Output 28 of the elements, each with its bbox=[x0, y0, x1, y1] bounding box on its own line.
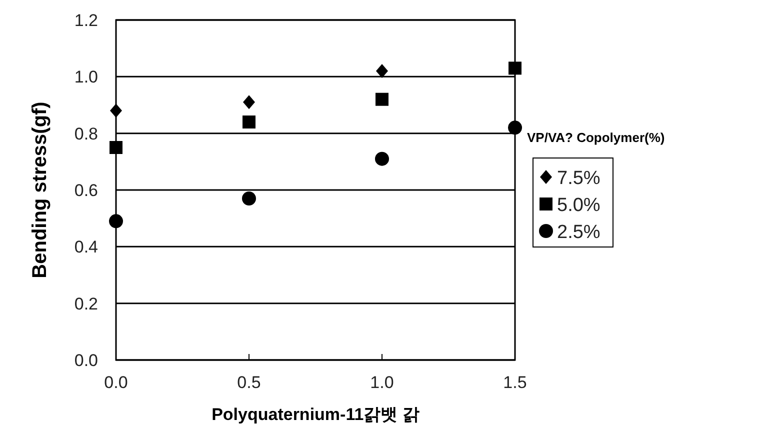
x-tick-label: 1.5 bbox=[503, 373, 527, 392]
y-tick-label: 1.0 bbox=[74, 68, 98, 87]
x-tick-label: 0.5 bbox=[237, 373, 261, 392]
point bbox=[375, 152, 389, 166]
point bbox=[110, 104, 122, 118]
point bbox=[508, 62, 522, 75]
y-tick-label: 0.0 bbox=[74, 351, 98, 370]
legend-label: 2.5% bbox=[557, 222, 600, 243]
y-tick-label: 0.2 bbox=[74, 294, 98, 314]
x-tick-label: 0.0 bbox=[104, 373, 128, 392]
legend-label: 5.0% bbox=[557, 195, 600, 216]
point bbox=[376, 92, 388, 106]
point bbox=[109, 214, 123, 228]
y-axis-title: Bending stress(gf) bbox=[29, 102, 51, 278]
point bbox=[110, 141, 122, 154]
point bbox=[243, 95, 255, 110]
x-axis-title: Polyquaternium-11갉뱃 갉 bbox=[212, 405, 420, 424]
legend-title: VP/VA? Copolymer(%) bbox=[527, 130, 665, 145]
point bbox=[242, 192, 256, 206]
y-tick-label: 1.2 bbox=[74, 11, 98, 30]
legend-label: 7.5% bbox=[557, 168, 600, 189]
y-tick-label: 0.6 bbox=[74, 181, 98, 200]
x-tick-label: 1.0 bbox=[370, 373, 394, 392]
point bbox=[242, 116, 256, 128]
y-tick-label: 0.8 bbox=[74, 124, 98, 144]
point bbox=[376, 64, 388, 78]
point bbox=[508, 120, 522, 135]
y-tick-label: 0.4 bbox=[74, 238, 98, 257]
